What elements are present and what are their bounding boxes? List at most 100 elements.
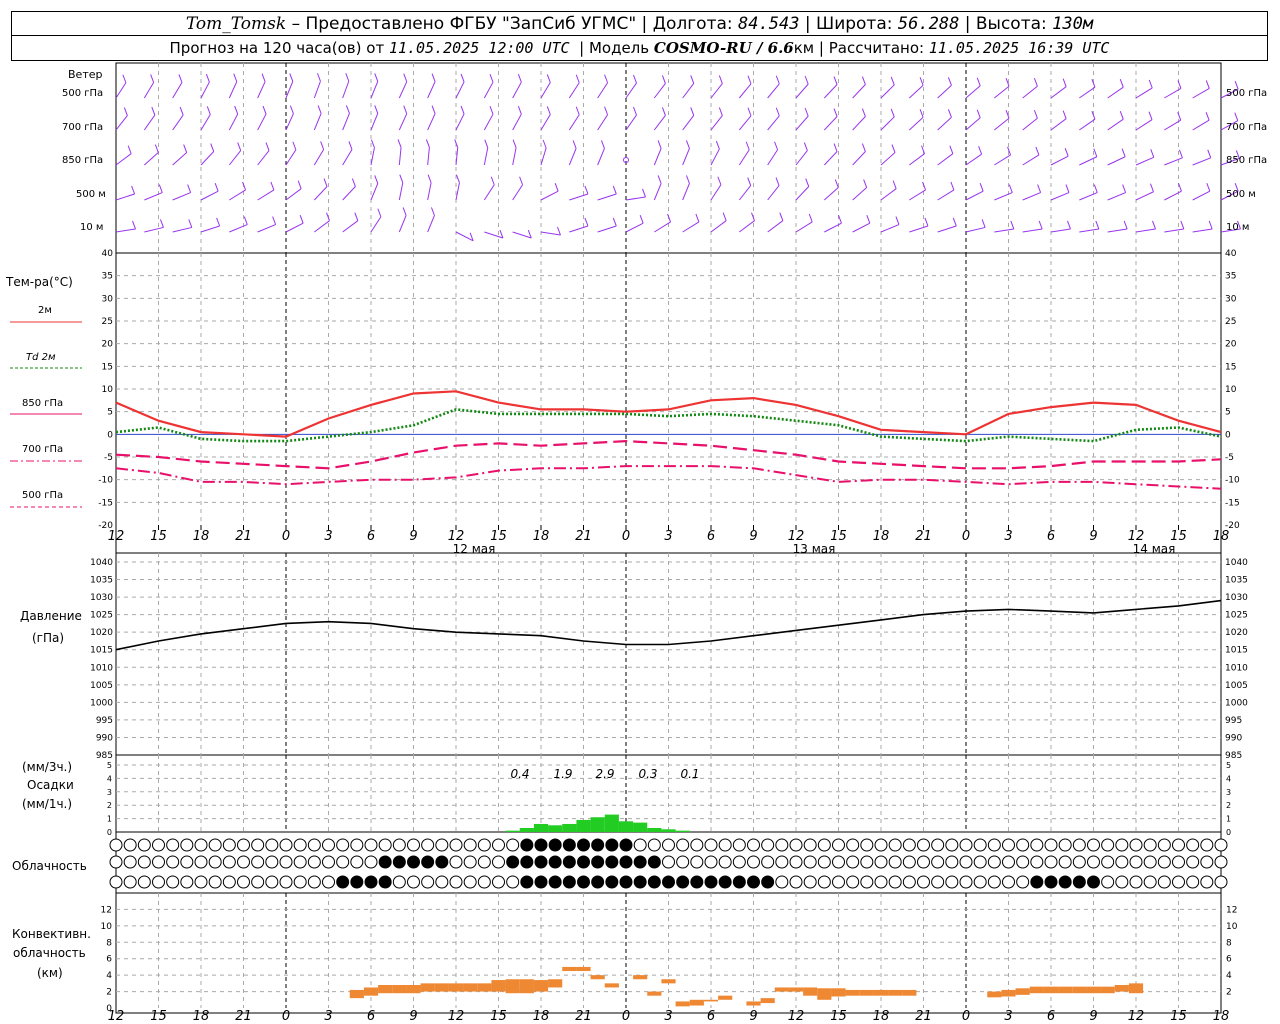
cloud-cover-symbol — [973, 838, 987, 852]
temp-ytick-left: 40 — [102, 249, 114, 259]
wind-barb-feather — [206, 106, 211, 115]
wind-barb — [767, 185, 780, 201]
temp-x-tick-label: 3 — [1004, 529, 1012, 544]
wind-barb — [908, 84, 924, 99]
cloud-cover-symbol — [180, 838, 194, 852]
temp-x-tick-label: 21 — [575, 529, 592, 544]
conv-cloud-bar — [817, 988, 832, 1000]
wind-barb — [852, 84, 866, 99]
wind-barb-feather — [210, 143, 215, 152]
pressure-ytick-left: 1025 — [90, 611, 113, 621]
wind-barb — [115, 82, 127, 99]
precip-bar — [604, 814, 619, 832]
header-line-1: Tom_Tomsk – Предоставлено ФГБУ "ЗапСиб У… — [11, 11, 1268, 36]
wind-barb — [512, 81, 522, 99]
wind-barb — [313, 186, 328, 201]
conv-cloud-bar — [987, 991, 1002, 998]
temp-x-tick-label: 3 — [664, 529, 672, 544]
cloud-cover-symbol — [917, 838, 930, 852]
wind-barb-feather — [374, 105, 379, 114]
temp-ytick-right: 15 — [1225, 362, 1236, 372]
wind-barb-feather — [1205, 111, 1210, 121]
wind-barb-feather — [1148, 111, 1153, 120]
wind-barb — [710, 184, 722, 201]
wind-barb — [597, 148, 605, 166]
bottom-x-tick-label: 15 — [830, 1009, 847, 1024]
pressure-ytick-left: 1010 — [90, 663, 113, 673]
wind-barb-feather — [690, 75, 695, 84]
pressure-ytick-left: 985 — [96, 751, 113, 761]
conv-cloud-bar — [448, 983, 464, 992]
cloud-cover-symbol — [492, 855, 505, 869]
cloud-cover-symbol — [888, 838, 902, 852]
cloud-cover-symbol — [1157, 855, 1171, 869]
temp-ytick-left: 35 — [102, 272, 113, 282]
cloud-cover-symbol — [506, 855, 520, 869]
wind-barb — [342, 149, 353, 166]
wind-barb-feather — [642, 188, 646, 198]
cloud-cover-symbol — [364, 838, 378, 852]
wind-barb — [285, 113, 294, 131]
wind-barb-feather — [657, 140, 662, 149]
wind-barb-feather — [1235, 150, 1240, 159]
wind-barb-feather — [151, 106, 156, 116]
wind-barb-feather — [833, 76, 838, 85]
cloud-cover-symbol — [803, 855, 817, 869]
wind-barb-feather — [1207, 149, 1212, 159]
wind-barb-feather — [1033, 110, 1038, 119]
wind-barb — [795, 186, 810, 201]
pressure-ytick-left: 1030 — [90, 593, 113, 603]
wind-level-700hpa: 700 гПа — [62, 122, 104, 133]
wind-barb-feather — [1152, 220, 1156, 230]
wind-barb-feather — [243, 216, 248, 225]
cloud-cover-symbol — [917, 875, 930, 889]
wind-barb — [1192, 157, 1211, 166]
cloud-cover-symbol — [945, 855, 959, 869]
wind-barb-feather — [214, 183, 219, 192]
conv-cloud-bar — [562, 966, 577, 972]
temp-x-tick-label: 9 — [409, 529, 417, 544]
cloud-cover-symbol — [959, 875, 973, 889]
wind-barb — [824, 222, 842, 233]
conv-cloud-bar — [718, 995, 733, 1000]
temp-x-tick-label: 18 — [873, 529, 890, 544]
wind-barb — [653, 148, 662, 166]
conv-cloud-bar — [477, 983, 492, 992]
cloud-cover-symbol — [973, 875, 987, 889]
wind-barb — [540, 147, 547, 166]
wind-barb — [115, 115, 128, 131]
wind-barb-feather — [188, 219, 193, 228]
header-dash: – — [291, 13, 301, 34]
cloud-cover-symbol — [1030, 855, 1044, 869]
conv-cloud-bar — [675, 1001, 690, 1007]
wind-barb — [398, 113, 408, 131]
conv-ytick-left: 8 — [106, 938, 112, 948]
conv-cloud-bar — [363, 987, 379, 996]
wind-barb-feather — [722, 212, 727, 221]
cloud-cover-symbol — [534, 838, 548, 852]
wind-barb — [767, 149, 778, 166]
temp-x-tick-label: 9 — [1089, 529, 1097, 544]
wind-barb-feather — [584, 217, 589, 227]
wind-barb — [512, 231, 532, 239]
wind-barb — [540, 114, 551, 131]
cloud-cover-symbol — [832, 855, 845, 869]
conv-ytick-left: 0 — [106, 1004, 112, 1014]
cloud-cover-symbol — [562, 875, 576, 889]
wind-barb-feather — [1123, 220, 1128, 230]
cloud-cover-symbol — [1172, 838, 1185, 852]
conv-cloud-bar — [420, 983, 435, 992]
wind-barb-feather — [1005, 78, 1010, 87]
wind-barb-feather — [455, 174, 460, 183]
wind-barb — [1107, 86, 1124, 99]
cloud-cover-symbol — [1072, 838, 1086, 852]
wind-barb — [427, 215, 435, 233]
temp-ytick-left: -15 — [98, 498, 113, 508]
temp-x-tick-label: 12 — [108, 529, 125, 544]
legend-850-label: 850 гПа — [22, 398, 64, 409]
wind-barb-feather — [695, 213, 700, 223]
cloud-cover-symbol — [265, 855, 279, 869]
lon-label: Долгота: — [652, 13, 733, 34]
wind-barb — [682, 221, 700, 233]
station-name: Tom_Tomsk — [185, 13, 287, 34]
